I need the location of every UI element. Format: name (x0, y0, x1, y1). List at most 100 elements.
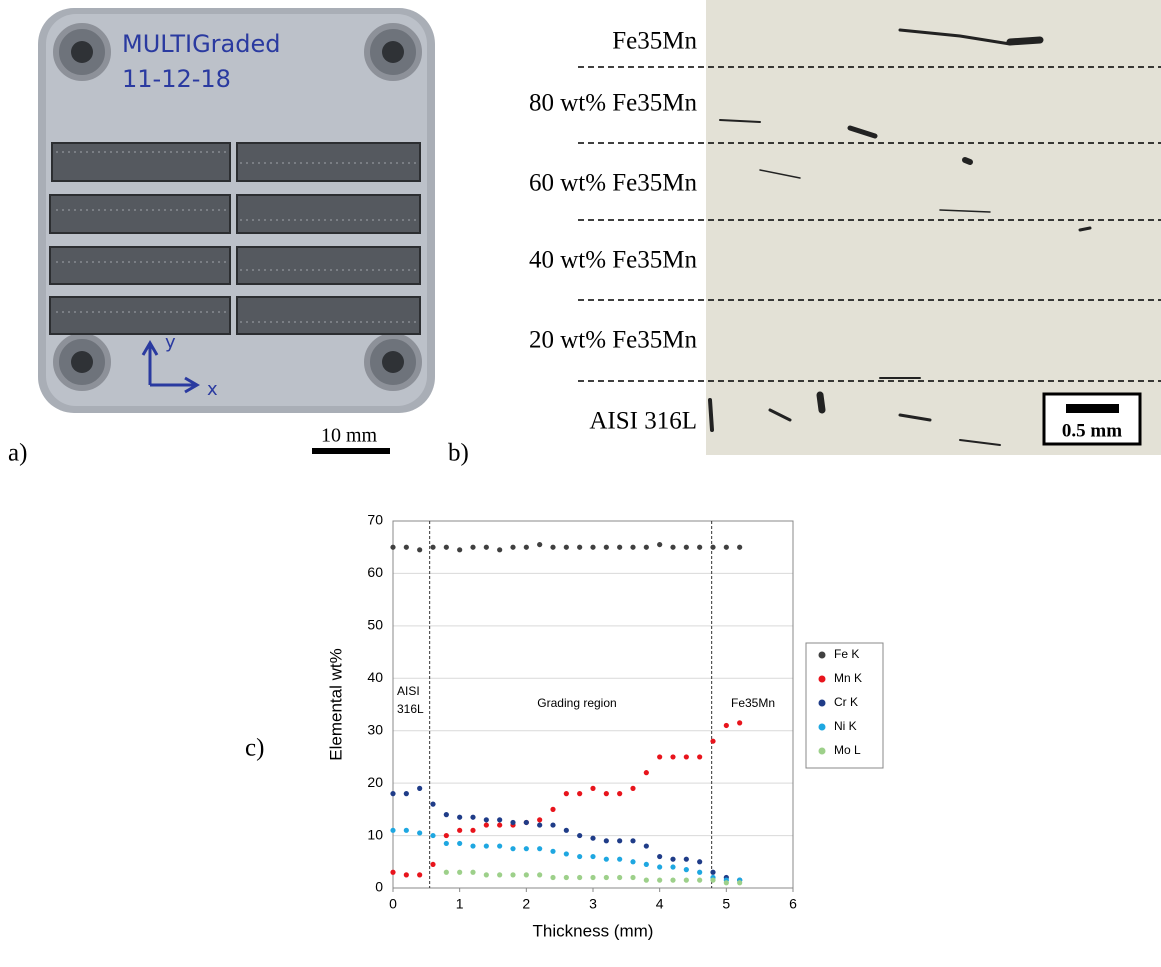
point (697, 544, 703, 550)
y-tick-label: 30 (367, 721, 383, 737)
point (603, 838, 609, 844)
point (497, 822, 503, 828)
point (577, 544, 583, 550)
point (590, 785, 596, 791)
point (697, 877, 703, 883)
point (563, 544, 569, 550)
point (443, 544, 449, 550)
point (590, 853, 596, 860)
point (470, 827, 476, 833)
point (483, 822, 489, 828)
point (483, 872, 489, 878)
point (443, 840, 449, 847)
legend-label: Ni K (834, 719, 857, 733)
point (683, 867, 689, 873)
legend-marker (818, 651, 826, 659)
point (683, 544, 689, 550)
point (563, 791, 569, 797)
point (550, 822, 556, 828)
point (403, 544, 409, 550)
point (483, 544, 489, 550)
panel-label: b) (448, 440, 469, 467)
point (390, 544, 396, 550)
y-tick-label: 20 (367, 774, 383, 790)
point (537, 817, 543, 823)
point (670, 754, 676, 760)
point (617, 791, 623, 797)
point (590, 835, 596, 841)
y-axis-label: Elemental wt% (326, 648, 345, 760)
point (657, 853, 663, 860)
defects (708, 28, 1092, 446)
point (630, 874, 636, 881)
layer-label: 80 wt% Fe35Mn (529, 90, 698, 117)
point (697, 859, 703, 865)
point (417, 872, 423, 878)
point (510, 544, 516, 550)
point (630, 544, 636, 550)
point (443, 869, 449, 875)
layer-label: 60 wt% Fe35Mn (529, 170, 698, 197)
point (710, 544, 716, 550)
lattice-texture (56, 151, 416, 323)
scale-box (1042, 392, 1142, 446)
point (630, 838, 636, 844)
annotation: AISI (397, 684, 420, 698)
point (670, 877, 676, 883)
y-tick-label: 60 (367, 564, 383, 580)
point (630, 785, 636, 791)
point (497, 817, 503, 823)
point (657, 877, 663, 883)
legend-label: Mn K (834, 671, 862, 685)
point (470, 814, 476, 820)
legend-label: Fe K (834, 647, 859, 661)
x-tick-label: 0 (389, 896, 397, 912)
scale-bar (1066, 404, 1119, 413)
point (550, 544, 556, 550)
point (683, 856, 689, 862)
point (643, 861, 649, 868)
point (630, 859, 636, 865)
point (710, 877, 716, 883)
point (617, 544, 623, 550)
point (683, 754, 689, 760)
layer-label: 40 wt% Fe35Mn (529, 247, 698, 274)
scale-label: 10 mm (321, 425, 378, 447)
point (670, 864, 676, 870)
point (443, 832, 449, 839)
point (617, 838, 623, 844)
point (550, 848, 556, 854)
point (510, 872, 516, 878)
point (430, 801, 436, 807)
panel-label: c) (245, 735, 264, 762)
point (470, 869, 476, 875)
point (537, 822, 543, 828)
point (403, 827, 409, 833)
point (523, 846, 529, 852)
y-tick-label: 0 (375, 879, 383, 895)
point (390, 869, 396, 875)
point (537, 872, 543, 878)
point (657, 754, 663, 760)
y-tick-label: 70 (367, 512, 383, 528)
point (737, 544, 743, 550)
annotation: Grading region (537, 696, 616, 710)
point (723, 880, 729, 886)
legend-marker (818, 723, 826, 731)
x-tick-label: 4 (656, 896, 664, 912)
point (457, 869, 463, 875)
point (483, 843, 489, 849)
point (470, 843, 476, 849)
point (617, 874, 623, 881)
point (483, 817, 489, 823)
annotation: Fe35Mn (731, 696, 775, 710)
scale-bar (312, 448, 390, 454)
layer-boundaries (578, 66, 1161, 382)
point (523, 544, 529, 550)
point (603, 856, 609, 862)
point (537, 541, 543, 548)
point (723, 544, 729, 550)
x-tick-label: 1 (456, 896, 464, 912)
y-tick-label: 50 (367, 617, 383, 633)
